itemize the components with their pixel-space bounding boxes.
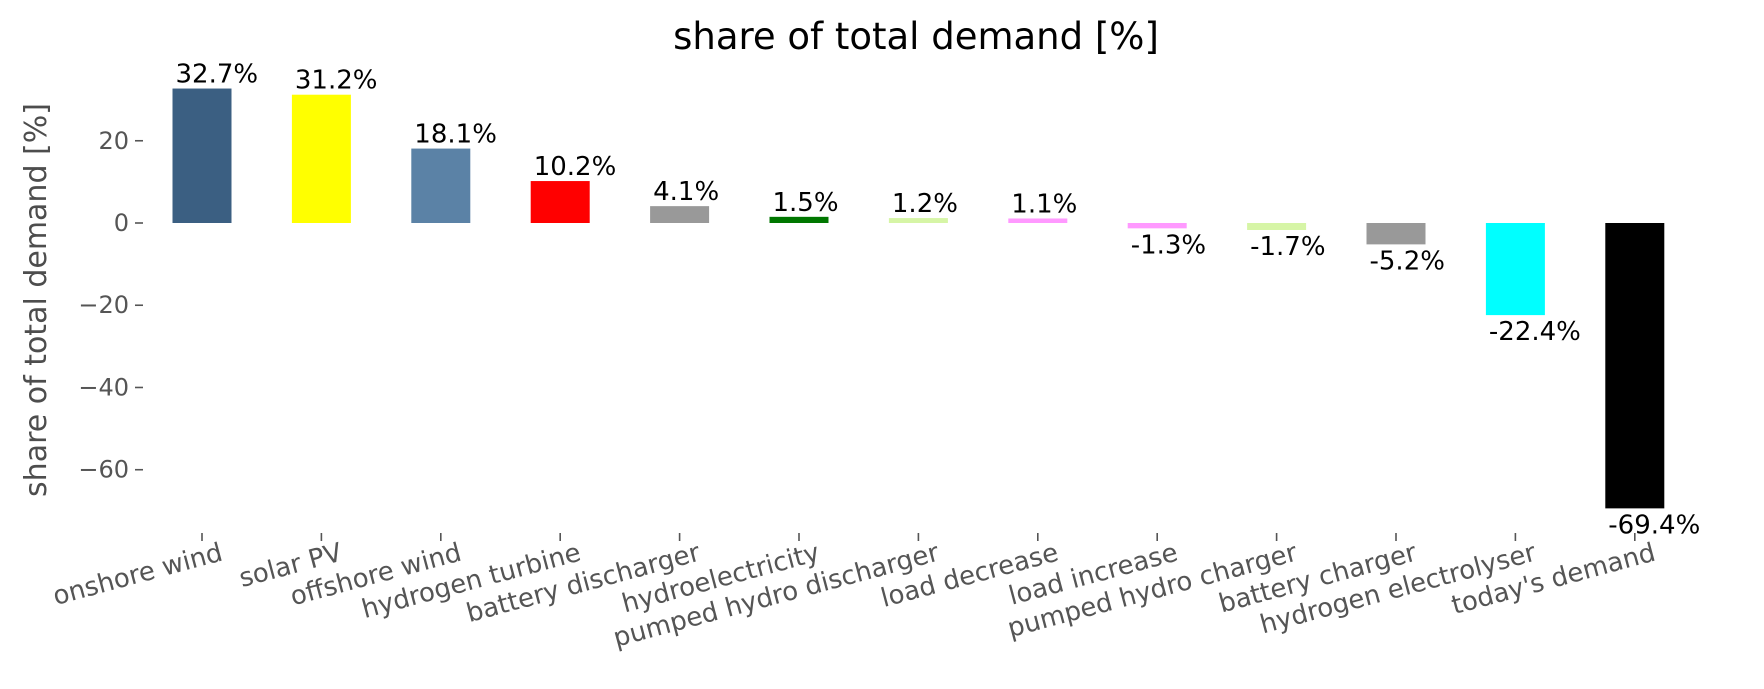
bar	[1605, 223, 1665, 509]
data-label: 31.2%	[295, 66, 378, 96]
bar	[411, 148, 471, 223]
data-label: 1.5%	[773, 188, 839, 218]
y-tick-label: −20	[78, 291, 129, 319]
data-label: 10.2%	[534, 152, 617, 182]
data-label: 18.1%	[414, 120, 497, 150]
bar	[530, 181, 590, 223]
data-label: 32.7%	[176, 60, 259, 90]
bar	[1485, 223, 1545, 316]
data-label: 1.2%	[892, 189, 958, 219]
data-label: -1.7%	[1250, 232, 1325, 262]
data-label: 1.1%	[1011, 189, 1077, 219]
chart-title: share of total demand [%]	[673, 15, 1159, 58]
y-tick-label: 20	[98, 127, 129, 155]
bar	[1366, 223, 1426, 245]
y-tick-label: −40	[78, 373, 129, 401]
bar	[888, 218, 948, 223]
bars-group	[172, 88, 1665, 509]
x-tick-label: onshore wind	[50, 538, 226, 612]
value-labels-group: 32.7% 31.2% 18.1% 10.2% 4.1% 1.5% 1.2% 1.1% -1.3…	[176, 60, 1701, 541]
bar	[1127, 223, 1187, 229]
y-tick-label: 0	[114, 209, 129, 237]
bar	[291, 94, 351, 223]
bar	[650, 206, 710, 223]
data-label: 4.1%	[653, 177, 719, 207]
data-label: -1.3%	[1131, 230, 1206, 260]
y-axis: 20 0 −20 −40 −60	[78, 127, 143, 484]
bar	[769, 216, 829, 223]
data-label: -22.4%	[1489, 317, 1581, 347]
bar	[172, 88, 232, 223]
bar	[1008, 218, 1068, 223]
y-axis-label: share of total demand [%]	[19, 103, 54, 497]
y-tick-label: −60	[78, 456, 129, 484]
data-label: -69.4%	[1608, 510, 1700, 540]
bar	[1247, 223, 1307, 230]
data-label: -5.2%	[1370, 246, 1445, 276]
